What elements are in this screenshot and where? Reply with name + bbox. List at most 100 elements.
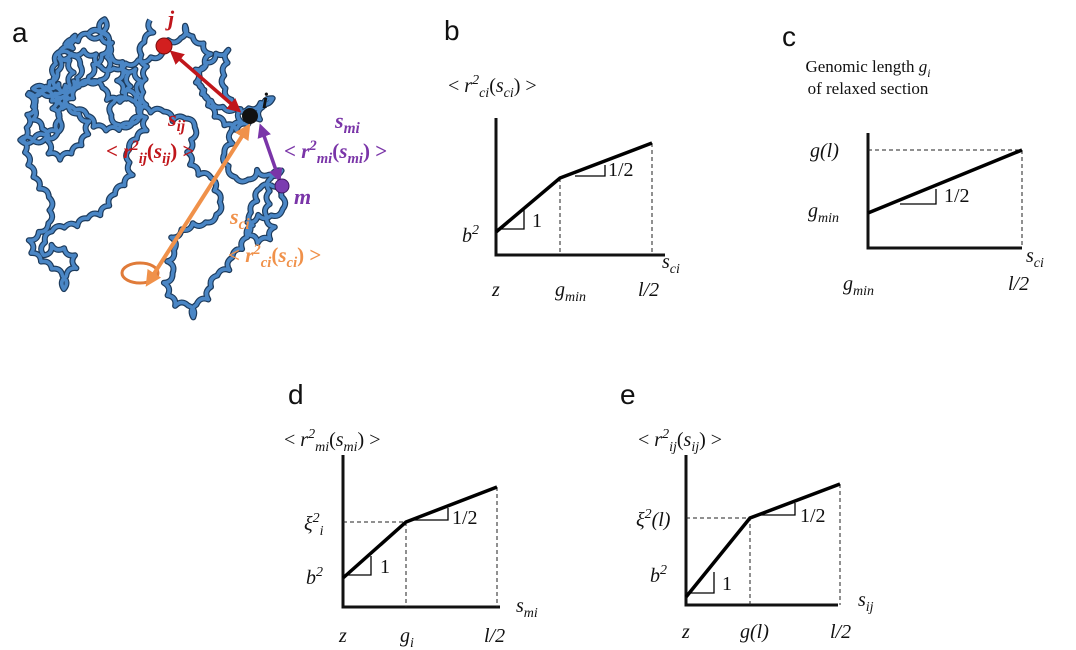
- guide: [559, 143, 653, 255]
- label: sci: [1026, 245, 1044, 271]
- label-part: i: [320, 524, 324, 539]
- label-part: ci: [504, 86, 514, 101]
- label: z: [491, 279, 500, 301]
- label-part: z: [681, 621, 690, 643]
- label: j: [165, 6, 175, 31]
- label-part: ci: [670, 262, 680, 277]
- label-part: r: [654, 429, 662, 451]
- label-part: <: [106, 139, 123, 163]
- curve: [341, 485, 498, 580]
- label-part: ξ: [304, 513, 313, 535]
- label: Genomic length gi: [805, 57, 930, 80]
- label-part: 1/2: [452, 507, 478, 529]
- arrow-ij: [169, 50, 242, 113]
- label-part: ) >: [170, 139, 194, 163]
- label-part: mi: [344, 120, 361, 137]
- label-part: i: [262, 88, 269, 113]
- slope: [414, 508, 449, 521]
- slope: [900, 189, 937, 205]
- label-part: g(l): [740, 621, 769, 643]
- label-part: 2: [130, 138, 138, 154]
- label-part: g: [400, 625, 410, 647]
- label-part: ij: [866, 600, 874, 615]
- label-part: mi: [524, 606, 538, 621]
- label-part: ) >: [297, 243, 321, 267]
- axes: [684, 455, 838, 607]
- label-part: r: [123, 139, 132, 163]
- label-part: r: [300, 429, 308, 451]
- label-part: min: [565, 290, 586, 305]
- label-part: min: [853, 284, 874, 299]
- label: b2: [462, 223, 479, 247]
- curve: [867, 148, 1023, 215]
- label-part: 2: [472, 223, 479, 238]
- bead-m: [274, 178, 290, 194]
- label-part: 2: [313, 511, 320, 526]
- label: 1: [380, 556, 390, 578]
- label: 1/2: [452, 507, 478, 529]
- arrow-mi: [257, 123, 283, 183]
- label-part: of relaxed section: [808, 79, 929, 98]
- label-part: s: [516, 595, 524, 617]
- label-part: 2: [308, 427, 315, 442]
- label: of relaxed section: [808, 79, 929, 98]
- panel-letter: b: [444, 15, 460, 46]
- label-part: r: [301, 139, 310, 163]
- label-part: (: [332, 139, 339, 163]
- label-part: 2: [472, 73, 479, 88]
- label-part: s: [167, 106, 177, 131]
- label: gmin: [808, 200, 839, 226]
- label-part: ci: [239, 216, 251, 233]
- label-part: l/2: [484, 625, 505, 647]
- label-part: g: [843, 273, 853, 295]
- label-part: g: [555, 279, 565, 301]
- label-part: s: [338, 139, 347, 163]
- panel-letter: d: [288, 379, 304, 410]
- label-part: <: [284, 429, 300, 451]
- label: smi: [516, 595, 538, 621]
- label-part: mi: [344, 440, 358, 455]
- guide: [686, 484, 841, 605]
- label: z: [338, 625, 347, 647]
- label-part: s: [336, 429, 344, 451]
- label-part: 1/2: [944, 185, 970, 207]
- label-part: <: [448, 75, 464, 97]
- label-part: r: [464, 75, 472, 97]
- label: sij: [167, 106, 186, 135]
- axes: [341, 455, 500, 609]
- label: sci: [662, 251, 680, 277]
- label: 1: [722, 573, 732, 595]
- slope: [347, 556, 372, 576]
- label-part: b: [650, 565, 660, 587]
- label: < r2ci(sci) >: [448, 73, 537, 101]
- label-part: 2: [645, 507, 652, 522]
- label-part: s: [277, 243, 286, 267]
- label: 1: [532, 210, 542, 232]
- label-part: 2: [660, 563, 667, 578]
- label-part: l/2: [830, 621, 851, 643]
- label-part: s: [153, 139, 162, 163]
- label-part: s: [858, 589, 866, 611]
- label: < r2ci(sci) >: [228, 242, 321, 271]
- curve: [494, 141, 653, 234]
- slope: [500, 209, 525, 230]
- label-part: ij: [139, 151, 148, 167]
- label: 1/2: [800, 505, 826, 527]
- label-part: ci: [261, 255, 273, 271]
- label: 1/2: [608, 159, 634, 181]
- label: smi: [334, 108, 361, 137]
- label: gmin: [843, 273, 874, 299]
- label-part: <: [228, 243, 245, 267]
- slope: [690, 572, 715, 594]
- curve: [684, 482, 841, 599]
- label: 1/2: [944, 185, 970, 207]
- label-part: r: [245, 243, 254, 267]
- bead-i: [242, 108, 258, 124]
- label: l/2: [484, 625, 505, 647]
- label-part: (: [271, 243, 278, 267]
- panel-letter: e: [620, 379, 636, 410]
- label-part: ci: [287, 255, 299, 271]
- label-part: s: [229, 204, 239, 229]
- label: m: [294, 184, 311, 209]
- label-part: 1: [532, 210, 542, 232]
